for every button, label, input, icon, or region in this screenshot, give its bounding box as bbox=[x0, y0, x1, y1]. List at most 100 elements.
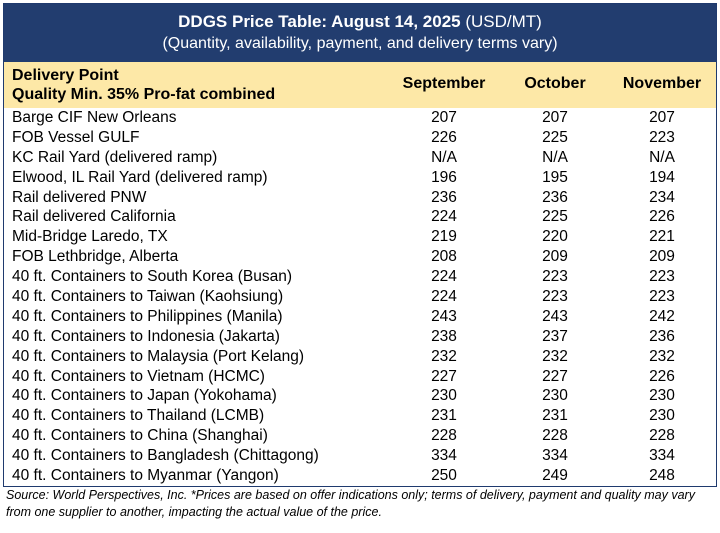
september-price-cell: 228 bbox=[431, 427, 457, 445]
october-price-cell: 334 bbox=[542, 447, 568, 465]
delivery-point-cell: Rail delivered California bbox=[12, 208, 176, 226]
delivery-point-cell: 40 ft. Containers to Indonesia (Jakarta) bbox=[12, 327, 280, 345]
table-row: Rail delivered PNW 236 236 234 bbox=[4, 188, 716, 208]
october-price-cell: 228 bbox=[542, 427, 568, 445]
september-price-cell: 224 bbox=[431, 268, 457, 286]
october-price-cell: 209 bbox=[542, 248, 568, 266]
table-title-main: DDGS Price Table: August 14, 2025 bbox=[178, 12, 461, 31]
september-price-cell: 231 bbox=[431, 407, 457, 425]
delivery-point-cell: 40 ft. Containers to Bangladesh (Chittag… bbox=[12, 447, 319, 465]
delivery-point-cell: Mid-Bridge Laredo, TX bbox=[12, 228, 168, 246]
table-row: 40 ft. Containers to Indonesia (Jakarta)… bbox=[4, 327, 716, 347]
table-header-row: Delivery Point Quality Min. 35% Pro-fat … bbox=[4, 62, 716, 108]
november-price-cell: 228 bbox=[649, 427, 675, 445]
november-price-cell: 230 bbox=[649, 407, 675, 425]
november-price-cell: 232 bbox=[649, 347, 675, 365]
november-price-cell: 248 bbox=[649, 467, 675, 485]
delivery-point-cell: KC Rail Yard (delivered ramp) bbox=[12, 148, 218, 166]
table-row: KC Rail Yard (delivered ramp) N/A N/A N/A bbox=[4, 148, 716, 168]
september-price-cell: N/A bbox=[431, 148, 457, 166]
delivery-point-cell: Elwood, IL Rail Yard (delivered ramp) bbox=[12, 168, 268, 186]
september-price-cell: 226 bbox=[431, 128, 457, 146]
delivery-point-cell: 40 ft. Containers to South Korea (Busan) bbox=[12, 268, 293, 286]
october-price-cell: 220 bbox=[542, 228, 568, 246]
october-price-cell: 225 bbox=[542, 208, 568, 226]
table-row: Elwood, IL Rail Yard (delivered ramp) 196… bbox=[4, 168, 716, 188]
november-price-cell: 223 bbox=[649, 288, 675, 306]
september-price-cell: 250 bbox=[431, 467, 457, 485]
delivery-point-cell: 40 ft. Containers to Vietnam (HCMC) bbox=[12, 367, 265, 385]
september-price-cell: 196 bbox=[431, 168, 457, 186]
delivery-point-cell: FOB Vessel GULF bbox=[12, 128, 140, 146]
september-price-cell: 236 bbox=[431, 188, 457, 206]
delivery-point-cell: 40 ft. Containers to Taiwan (Kaohsiung) bbox=[12, 288, 284, 306]
november-price-cell: 221 bbox=[649, 228, 675, 246]
delivery-point-cell: 40 ft. Containers to Malaysia (Port Kela… bbox=[12, 347, 305, 365]
delivery-point-cell: 40 ft. Containers to China (Shanghai) bbox=[12, 427, 268, 445]
october-price-cell: 232 bbox=[542, 347, 568, 365]
delivery-point-cell: 40 ft. Containers to Thailand (LCMB) bbox=[12, 407, 265, 425]
september-price-cell: 224 bbox=[431, 288, 457, 306]
header-october: October bbox=[524, 75, 586, 92]
september-price-cell: 227 bbox=[431, 367, 457, 385]
september-price-cell: 238 bbox=[431, 327, 457, 345]
november-price-cell: 242 bbox=[649, 307, 675, 325]
table-subtitle: (Quantity, availability, payment, and de… bbox=[162, 35, 558, 52]
november-price-cell: 226 bbox=[649, 208, 675, 226]
table-frame bbox=[3, 3, 717, 487]
table-row: 40 ft. Containers to Bangladesh (Chittag… bbox=[4, 446, 716, 466]
table-row: 40 ft. Containers to Thailand (LCMB) 231 2… bbox=[4, 406, 716, 426]
september-price-cell: 230 bbox=[431, 387, 457, 405]
table-row: Rail delivered California 224 225 226 bbox=[4, 207, 716, 227]
table-title-bar: DDGS Price Table: August 14, 2025 (USD/M… bbox=[4, 4, 716, 62]
table-row: 40 ft. Containers to South Korea (Busan)… bbox=[4, 267, 716, 287]
november-price-cell: 226 bbox=[649, 367, 675, 385]
november-price-cell: 230 bbox=[649, 387, 675, 405]
delivery-point-cell: 40 ft. Containers to Japan (Yokohama) bbox=[12, 387, 277, 405]
september-price-cell: 334 bbox=[431, 447, 457, 465]
september-price-cell: 232 bbox=[431, 347, 457, 365]
november-price-cell: 194 bbox=[649, 168, 675, 186]
september-price-cell: 207 bbox=[431, 109, 457, 126]
table-row: 40 ft. Containers to Philippines (Manila… bbox=[4, 307, 716, 327]
october-price-cell: 195 bbox=[542, 168, 568, 186]
september-price-cell: 219 bbox=[431, 228, 457, 246]
table-row: 40 ft. Containers to Myanmar (Yangon) 250… bbox=[4, 466, 716, 486]
november-price-cell: 236 bbox=[649, 327, 675, 345]
november-price-cell: 209 bbox=[649, 248, 675, 266]
table-row: 40 ft. Containers to Taiwan (Kaohsiung) 2… bbox=[4, 287, 716, 307]
table-body: Barge CIF New Orleans 207 207 207 FOB Vessel… bbox=[4, 108, 716, 486]
table-title-unit: (USD/MT) bbox=[460, 12, 542, 31]
delivery-point-cell: 40 ft. Containers to Myanmar (Yangon) bbox=[12, 467, 279, 485]
table-row: Barge CIF New Orleans 207 207 207 bbox=[4, 108, 716, 128]
september-price-cell: 208 bbox=[431, 248, 457, 266]
october-price-cell: 227 bbox=[542, 367, 568, 385]
october-price-cell: 249 bbox=[542, 467, 568, 485]
september-price-cell: 243 bbox=[431, 307, 457, 325]
table-row: 40 ft. Containers to Vietnam (HCMC) 227 22… bbox=[4, 367, 716, 387]
delivery-point-cell: Barge CIF New Orleans bbox=[12, 109, 177, 126]
delivery-point-cell: FOB Lethbridge, Alberta bbox=[12, 248, 179, 266]
november-price-cell: N/A bbox=[649, 148, 675, 166]
table-row: FOB Vessel GULF 226 225 223 bbox=[4, 128, 716, 148]
table-row: 40 ft. Containers to Japan (Yokohama) 230… bbox=[4, 386, 716, 406]
delivery-point-cell: 40 ft. Containers to Philippines (Manila… bbox=[12, 307, 283, 325]
table-row: FOB Lethbridge, Alberta 208 209 209 bbox=[4, 247, 716, 267]
october-price-cell: 223 bbox=[542, 268, 568, 286]
header-quality-note: Quality Min. 35% Pro-fat combined bbox=[12, 86, 276, 103]
november-price-cell: 334 bbox=[649, 447, 675, 465]
november-price-cell: 234 bbox=[649, 188, 675, 206]
table-row: 40 ft. Containers to Malaysia (Port Kela… bbox=[4, 347, 716, 367]
header-november: November bbox=[622, 75, 702, 92]
october-price-cell: N/A bbox=[542, 148, 568, 166]
november-price-cell: 223 bbox=[649, 268, 675, 286]
table-title: DDGS Price Table: August 14, 2025 (USD/M… bbox=[4, 12, 716, 32]
delivery-point-cell: Rail delivered PNW bbox=[12, 188, 147, 206]
october-price-cell: 223 bbox=[542, 288, 568, 306]
table-row: 40 ft. Containers to China (Shanghai) 228… bbox=[4, 426, 716, 446]
header-september: September bbox=[402, 75, 486, 92]
table-row: Mid-Bridge Laredo, TX 219 220 221 bbox=[4, 227, 716, 247]
source-note: Source: World Perspectives, Inc. *Prices… bbox=[6, 488, 695, 519]
september-price-cell: 224 bbox=[431, 208, 457, 226]
october-price-cell: 237 bbox=[542, 327, 568, 345]
